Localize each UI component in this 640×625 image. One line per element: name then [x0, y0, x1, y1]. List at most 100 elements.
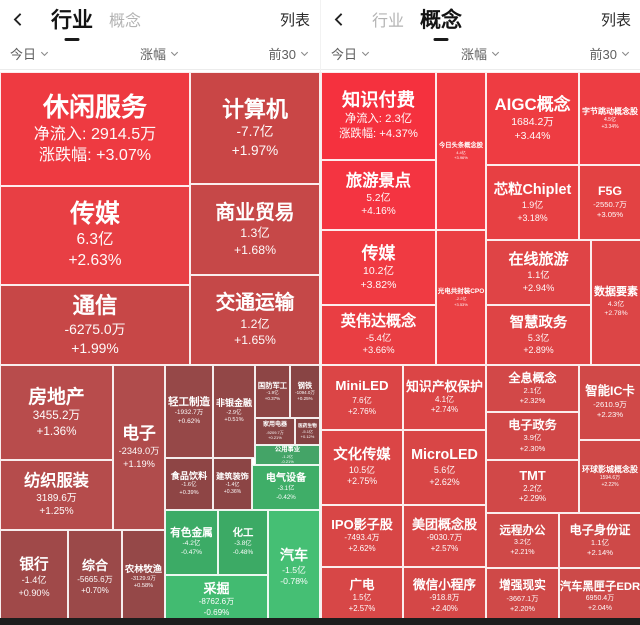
- treemap-tile[interactable]: 计算机 -7.7亿 +1.97%: [190, 72, 320, 184]
- treemap-tile[interactable]: AIGC概念 1684.2万 +3.44%: [486, 72, 579, 165]
- treemap-tile[interactable]: 今日头条概念股 4.4亿 +3.96%: [436, 72, 486, 230]
- treemap-tile[interactable]: 文化传媒 10.5亿 +2.75%: [321, 430, 403, 505]
- treemap-tile[interactable]: 全息概念 2.1亿 +2.32%: [486, 365, 579, 412]
- treemap-tile[interactable]: 知识产权保护 4.1亿 +2.74%: [403, 365, 486, 430]
- tile-net-inflow: -1.5亿: [282, 564, 306, 575]
- concept-panel: 行业 概念 列表 今日 涨幅 前30 知识付费 净流入: 2.3亿 涨跌幅: +4.…: [320, 0, 640, 625]
- filter-sort-dropdown[interactable]: 涨幅: [431, 44, 531, 63]
- treemap-tile[interactable]: 通信 -6275.0万 +1.99%: [0, 285, 190, 365]
- treemap-tile[interactable]: MiniLED 7.6亿 +2.76%: [321, 365, 403, 430]
- list-view-button[interactable]: 列表: [279, 11, 310, 29]
- treemap-tile[interactable]: 钢铁 -1094.0万 +0.25%: [290, 365, 320, 418]
- treemap-tile[interactable]: 微信小程序 -918.8万 +2.40%: [403, 567, 486, 625]
- treemap-tile[interactable]: F5G -2550.7万 +3.05%: [579, 165, 640, 240]
- treemap-tile[interactable]: 环球影城概念股 1594.6万 +2.22%: [579, 440, 640, 513]
- tile-change-percent: -0.42%: [276, 493, 296, 501]
- treemap-tile[interactable]: 广电 1.5亿 +2.57%: [321, 567, 403, 625]
- tile-change-percent: -0.21%: [281, 458, 294, 464]
- tile-name: 远程办公: [499, 524, 546, 537]
- treemap-tile[interactable]: 纺织服装 3189.6万 +1.25%: [0, 460, 113, 530]
- tab-concept[interactable]: 概念: [420, 4, 462, 41]
- back-button[interactable]: [331, 11, 348, 28]
- treemap-tile[interactable]: 食品饮料 -1.6亿 +0.39%: [165, 458, 213, 510]
- treemap-tile[interactable]: 综合 -5665.6万 +0.70%: [68, 530, 122, 625]
- treemap-tile[interactable]: 休闲服务 净流入: 2914.5万 涨跌幅: +3.07%: [0, 72, 190, 186]
- tile-net-inflow: -1094.0万: [295, 389, 315, 395]
- treemap-tile[interactable]: 知识付费 净流入: 2.3亿 涨跌幅: +4.37%: [321, 72, 436, 160]
- treemap-tile[interactable]: TMT 2.2亿 +2.29%: [486, 460, 579, 513]
- tab-industry[interactable]: 行业: [372, 7, 404, 31]
- treemap-tile[interactable]: 光电共封装CPO -2.2亿 +3.53%: [436, 230, 486, 365]
- treemap-tile[interactable]: 字节跳动概念股 4.5亿 +3.34%: [579, 72, 640, 165]
- treemap-tile[interactable]: 建筑装饰 -1.4亿 +0.36%: [213, 458, 252, 510]
- treemap-tile[interactable]: 银行 -1.4亿 +0.90%: [0, 530, 68, 625]
- filter-top-dropdown[interactable]: 前30: [210, 44, 320, 63]
- treemap-tile[interactable]: 智能IC卡 -2610.9万 +2.23%: [579, 365, 640, 440]
- tile-change-percent: +0.51%: [224, 417, 244, 424]
- treemap-tile[interactable]: 电子身份证 1.1亿 +2.14%: [559, 513, 640, 568]
- tile-change-percent: +2.74%: [430, 405, 459, 415]
- treemap-tile[interactable]: 旅游景点 5.2亿 +4.16%: [321, 160, 436, 230]
- treemap-tile[interactable]: 采掘 -8762.6万 -0.69%: [165, 575, 268, 625]
- treemap-tile[interactable]: 汽车黑匣子EDR 6950.4万 +2.04%: [559, 568, 640, 625]
- tile-name: 智能IC卡: [585, 384, 635, 399]
- treemap-tile[interactable]: 交通运输 1.2亿 +1.65%: [190, 275, 320, 365]
- treemap-tile[interactable]: 商业贸易 1.3亿 +1.68%: [190, 184, 320, 275]
- active-tab-indicator: [433, 38, 449, 41]
- treemap-tile[interactable]: 数据要素 4.3亿 +2.78%: [591, 240, 640, 365]
- filter-date-dropdown[interactable]: 今日: [321, 44, 431, 63]
- treemap-tile[interactable]: 电气设备 -3.1亿 -0.42%: [252, 465, 320, 510]
- filter-sort-dropdown[interactable]: 涨幅: [110, 44, 210, 63]
- treemap-tile[interactable]: IPO影子股 -7493.4万 +2.62%: [321, 505, 403, 567]
- tile-change-percent: +2.75%: [346, 476, 378, 487]
- tile-change-percent: +2.30%: [519, 443, 546, 453]
- tile-change-percent: +1.68%: [233, 242, 277, 257]
- tile-net-inflow: -3.8亿: [234, 540, 252, 548]
- treemap-tile[interactable]: MicroLED 5.6亿 +2.62%: [403, 430, 486, 505]
- treemap-tile[interactable]: 智慧政务 5.3亿 +2.89%: [486, 305, 591, 365]
- treemap-tile[interactable]: 在线旅游 1.1亿 +2.94%: [486, 240, 591, 305]
- industry-treemap: 休闲服务 净流入: 2914.5万 涨跌幅: +3.07% 计算机 -7.7亿 +1.97…: [0, 70, 320, 625]
- treemap-tile[interactable]: 家用电器 -9209.7万 +0.21%: [255, 418, 295, 445]
- tile-name: 建筑装饰: [216, 472, 249, 481]
- treemap-tile[interactable]: 芯粒Chiplet 1.9亿 +3.18%: [486, 165, 579, 240]
- treemap-tile[interactable]: 远程办公 3.2亿 +2.21%: [486, 513, 559, 568]
- list-view-button[interactable]: 列表: [600, 11, 631, 29]
- treemap-tile[interactable]: 公用事业 -1.2亿 -0.21%: [255, 445, 320, 465]
- tile-change-percent: +0.58%: [133, 583, 154, 590]
- tile-change-percent: +4.16%: [361, 206, 396, 218]
- treemap-tile[interactable]: 非银金融 -2.9亿 +0.51%: [213, 365, 255, 458]
- tile-change-percent: +0.39%: [179, 489, 199, 496]
- tile-name: 医药生物: [298, 423, 317, 429]
- treemap-tile[interactable]: 传媒 6.3亿 +2.63%: [0, 186, 190, 285]
- treemap-tile[interactable]: 医药生物 -5.1亿 +0.12%: [295, 418, 320, 445]
- tile-name: 电子: [122, 424, 156, 444]
- tile-net-inflow: 2.1亿: [523, 385, 542, 395]
- treemap-tile[interactable]: 英伟达概念 -5.4亿 +3.66%: [321, 305, 436, 365]
- tile-change-percent: +3.44%: [514, 130, 551, 143]
- treemap-tile[interactable]: 房地产 3455.2万 +1.36%: [0, 365, 113, 460]
- treemap-tile[interactable]: 汽车 -1.5亿 -0.78%: [268, 510, 320, 625]
- treemap-tile[interactable]: 有色金属 -4.2亿 -0.47%: [165, 510, 218, 575]
- treemap-tile[interactable]: 传媒 10.2亿 +3.82%: [321, 230, 436, 305]
- tile-name: 有色金属: [170, 526, 213, 539]
- tile-net-inflow: -5.4亿: [365, 331, 392, 343]
- filter-date-dropdown[interactable]: 今日: [0, 44, 110, 63]
- concept-treemap: 知识付费 净流入: 2.3亿 涨跌幅: +4.37% 今日头条概念股 4.4亿 +3.96…: [321, 70, 640, 625]
- tile-change-percent: -0.47%: [181, 549, 202, 557]
- treemap-tile[interactable]: 国防军工 -1.9亿 +0.37%: [255, 365, 290, 418]
- treemap-tile[interactable]: 美团概念股 -9030.7万 +2.57%: [403, 505, 486, 567]
- back-button[interactable]: [10, 11, 27, 28]
- treemap-tile[interactable]: 农林牧渔 -3129.9万 +0.58%: [122, 530, 165, 625]
- treemap-tile[interactable]: 轻工制造 -1932.7万 +0.62%: [165, 365, 213, 458]
- tab-industry[interactable]: 行业: [51, 4, 93, 41]
- tab-concept[interactable]: 概念: [109, 7, 141, 31]
- treemap-tile[interactable]: 电子政务 3.9亿 +2.30%: [486, 412, 579, 460]
- tile-net-inflow: 3189.6万: [36, 492, 77, 504]
- filter-top-dropdown[interactable]: 前30: [531, 44, 640, 63]
- tile-change-percent: +3.18%: [517, 212, 548, 223]
- tile-change-percent: -0.48%: [232, 549, 254, 556]
- treemap-tile[interactable]: 增强现实 -3667.1万 +2.20%: [486, 568, 559, 625]
- treemap-tile[interactable]: 电子 -2349.0万 +1.19%: [113, 365, 165, 530]
- treemap-tile[interactable]: 化工 -3.8亿 -0.48%: [218, 510, 268, 575]
